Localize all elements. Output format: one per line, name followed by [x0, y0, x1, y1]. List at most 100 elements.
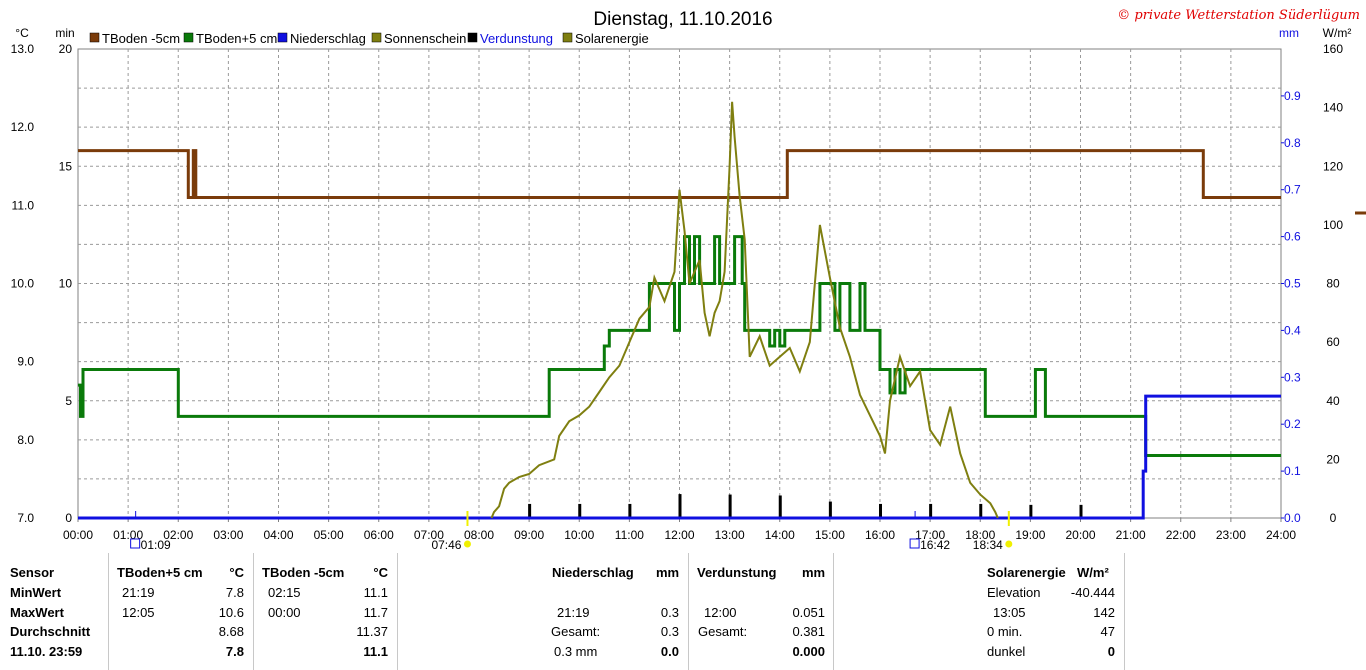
col4-unit: mm — [802, 565, 826, 580]
table-divider — [253, 553, 254, 670]
col1-unit: °C — [229, 565, 244, 580]
y-mm-tick-label: 0.6 — [1284, 230, 1301, 244]
col3-max-value: 0.3 — [660, 605, 679, 620]
col5-dunkel-label: dunkel — [987, 644, 1026, 659]
y-wm2-tick-label: 140 — [1323, 101, 1343, 115]
table-divider — [688, 553, 689, 670]
col5-min-value: 47 — [1100, 624, 1115, 639]
x-tick-label: 14:00 — [765, 528, 795, 542]
col2-max-time: 00:00 — [268, 605, 301, 620]
col5-title: Solarenergie — [987, 565, 1066, 580]
y-min-tick-label: 10 — [59, 277, 73, 291]
col3-gesamt-value: 0.3 — [660, 624, 679, 639]
x-tick-label: 13:00 — [715, 528, 745, 542]
table-divider — [833, 553, 834, 670]
legend-swatch — [371, 32, 382, 43]
x-tick-label: 19:00 — [1015, 528, 1045, 542]
y-temp-tick-label: 12.0 — [11, 120, 35, 134]
col5-dunkel-value: 0 — [1107, 644, 1115, 659]
col1-last-value: 7.8 — [225, 644, 244, 659]
y-temp-tick-label: 11.0 — [12, 198, 35, 212]
sun-icon — [1005, 540, 1013, 548]
y-wm2-tick-label: 0 — [1330, 511, 1337, 525]
sun-time-label: 07:46 — [431, 538, 461, 552]
x-tick-label: 08:00 — [464, 528, 494, 542]
y-wm2-tick-label: 100 — [1323, 218, 1343, 232]
x-tick-label: 20:00 — [1065, 528, 1095, 542]
y-min-tick-label: 5 — [65, 394, 72, 408]
verdunstung-bar — [678, 494, 682, 518]
y-mm-tick-label: 0.5 — [1284, 277, 1301, 291]
legend-swatch — [89, 32, 100, 43]
stats-table: Sensor MinWert MaxWert Durchschnitt 11.1… — [0, 553, 1350, 670]
col3-unit: mm — [656, 565, 680, 580]
y-temp-tick-label: 7.0 — [17, 511, 34, 525]
col2-last-value: 11.1 — [363, 644, 388, 659]
x-tick-label: 10:00 — [564, 528, 594, 542]
row-label-min: MinWert — [10, 585, 62, 600]
x-tick-label: 06:00 — [364, 528, 394, 542]
weather-chart: 00:00 01:00 02:00 03:00 04:00 05:00 06:00 07:00… — [11, 8, 1366, 552]
col5-max-time: 13:05 — [993, 605, 1026, 620]
y-wm2-unit: W/m² — [1323, 26, 1352, 40]
y-temp-tick-label: 13.0 — [11, 42, 35, 56]
x-tick-label: 07:00 — [414, 528, 444, 542]
col5-min-label: 0 min. — [987, 624, 1023, 639]
verdunstung-bar — [828, 501, 832, 518]
y-wm2-tick-label: 120 — [1323, 159, 1343, 173]
verdunstung-bar — [528, 503, 532, 518]
x-tick-label: 18:00 — [965, 528, 995, 542]
verdunstung-bar — [778, 495, 782, 518]
col5-elev-label: Elevation — [987, 585, 1041, 600]
y-temp-tick-label: 9.0 — [17, 355, 34, 369]
verdunstung-bar — [1029, 504, 1033, 518]
y-temp-unit: °C — [15, 26, 29, 40]
row-label-last: 11.10. 23:59 — [10, 644, 83, 659]
col3-title: Niederschlag — [552, 565, 634, 580]
legend-label: TBoden -5cm — [102, 31, 180, 46]
col2-unit: °C — [373, 565, 388, 580]
col2-min-value: 11.1 — [363, 585, 388, 600]
x-tick-label: 11:00 — [615, 528, 644, 542]
col2-avg-value: 11.37 — [356, 624, 388, 639]
col3-gesamt-label: Gesamt: — [551, 624, 601, 639]
col3-max-time: 21:19 — [557, 605, 590, 620]
x-tick-label: 00:00 — [63, 528, 93, 542]
col4-title: Verdunstung — [697, 565, 777, 580]
y-mm-tick-label: 0.1 — [1284, 464, 1301, 478]
verdunstung-bar — [578, 503, 582, 518]
legend-swatch — [183, 32, 194, 43]
table-divider — [397, 553, 398, 670]
legend-label: TBoden+5 cm — [196, 31, 277, 46]
y-min-tick-label: 20 — [59, 42, 73, 56]
col5-unit: W/m² — [1077, 565, 1109, 580]
x-tick-label: 05:00 — [314, 528, 344, 542]
sun-time-label: 18:34 — [973, 538, 1003, 552]
x-tick-label: 03:00 — [213, 528, 243, 542]
sensor-header: Sensor — [10, 565, 55, 580]
y-mm-tick-label: 0.3 — [1284, 370, 1301, 384]
col4-max-time: 12:00 — [704, 605, 737, 620]
x-tick-label: 04:00 — [263, 528, 293, 542]
sun-icon — [463, 540, 471, 548]
legend-label: Niederschlag — [290, 31, 366, 46]
col3-last-label: 0.3 mm — [554, 644, 598, 659]
tboden-minus5-line — [78, 149, 1281, 199]
verdunstung-bar — [929, 503, 933, 518]
y-wm2-tick-label: 20 — [1326, 452, 1340, 466]
moon-icon — [130, 538, 141, 549]
chart-title: Dienstag, 11.10.2016 — [593, 9, 772, 30]
col1-max-time: 12:05 — [122, 605, 155, 620]
verdunstung-bar — [979, 503, 983, 518]
y-wm2-tick-label: 40 — [1326, 394, 1340, 408]
col1-avg-value: 8.68 — [218, 624, 244, 639]
x-tick-label: 22:00 — [1166, 528, 1196, 542]
legend-label: Verdunstung — [480, 31, 553, 46]
col1-title: TBoden+5 cm — [117, 565, 203, 580]
moon-icon — [909, 538, 920, 549]
col1-max-value: 10.6 — [218, 605, 244, 620]
col4-last-value: 0.000 — [792, 644, 825, 659]
y-mm-tick-label: 0.0 — [1284, 511, 1301, 525]
col3-last-value: 0.0 — [660, 644, 679, 659]
x-tick-label: 12:00 — [664, 528, 694, 542]
